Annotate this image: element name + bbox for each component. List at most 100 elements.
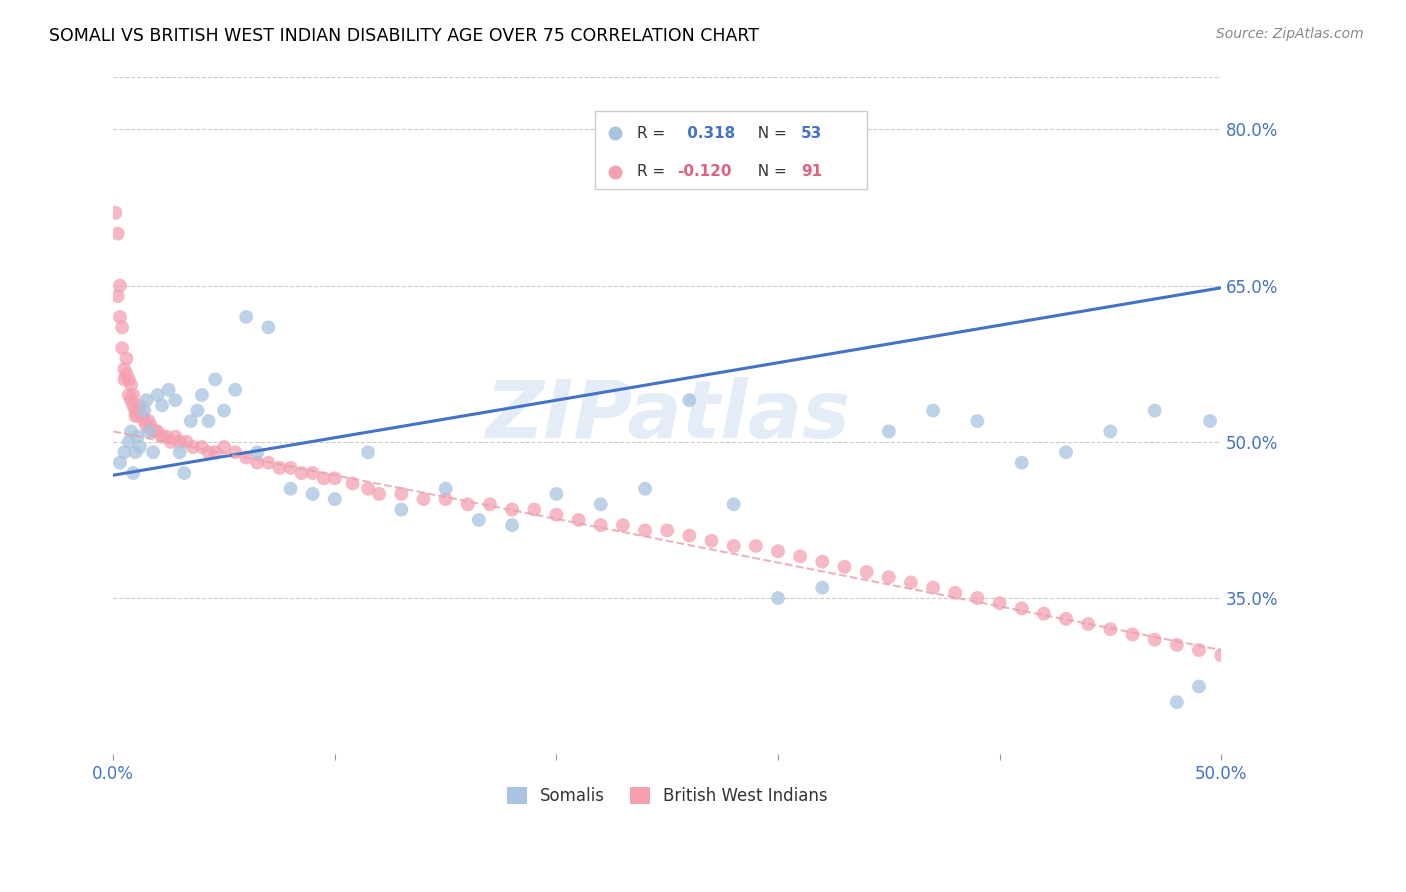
Point [501,518,523,533]
Point [134,403,156,417]
Point [589,518,612,533]
Point [138,425,160,439]
Point [723,497,745,511]
Point [1188,680,1211,694]
Point [634,482,657,496]
Point [323,492,346,507]
Point [269,461,291,475]
Point [1199,414,1222,428]
Point [165,430,187,444]
Point [197,414,219,428]
Point [146,425,169,439]
Point [224,383,246,397]
Point [115,367,138,381]
Point [501,502,523,516]
Point [135,419,157,434]
Point [412,492,434,507]
Point [135,393,157,408]
Point [1188,643,1211,657]
Point [138,414,160,428]
Text: -0.120: -0.120 [678,164,731,179]
Point [834,559,856,574]
Point [1099,622,1122,636]
Point [186,403,208,417]
Legend: Somalis, British West Indians: Somalis, British West Indians [498,779,837,814]
Point [235,450,257,465]
Point [523,502,546,516]
Point [197,445,219,459]
Point [301,466,323,480]
Point [128,398,150,412]
Text: R =: R = [637,126,671,141]
Point [155,430,177,444]
Point [389,487,412,501]
Point [589,497,612,511]
Point [1054,612,1077,626]
Point [943,586,966,600]
Point [134,414,156,428]
Point [357,482,380,496]
Point [546,508,568,522]
Point [235,310,257,324]
Point [127,430,149,444]
Point [181,440,204,454]
Text: N =: N = [748,126,792,141]
Point [139,419,162,434]
Point [1054,445,1077,459]
Point [128,440,150,454]
Point [111,320,134,334]
Text: R =: R = [637,164,671,179]
Point [922,403,945,417]
Point [118,372,141,386]
Point [120,425,142,439]
Point [108,310,131,324]
Point [173,466,195,480]
Point [323,471,346,485]
Point [212,403,235,417]
Point [900,575,922,590]
Point [855,565,877,579]
Point [108,278,131,293]
Point [122,398,145,412]
Point [111,341,134,355]
Point [142,425,165,439]
Point [700,533,723,548]
Point [180,414,202,428]
Point [169,445,191,459]
Point [122,388,145,402]
Point [789,549,811,564]
Point [1211,648,1233,663]
Point [204,372,226,386]
Text: 91: 91 [801,164,823,179]
Point [150,398,173,412]
Point [257,320,280,334]
Point [1077,617,1099,632]
Point [118,434,141,449]
Point [1166,695,1188,709]
Point [212,440,235,454]
Point [811,555,834,569]
Point [104,206,127,220]
Point [108,456,131,470]
Point [122,466,145,480]
Point [634,524,657,538]
Point [766,591,789,605]
Point [434,482,457,496]
Point [115,351,138,366]
Point [389,502,412,516]
Point [191,440,214,454]
Point [301,487,323,501]
Point [723,539,745,553]
Point [766,544,789,558]
Point [157,383,180,397]
Point [877,570,900,584]
Point [342,476,364,491]
Point [1166,638,1188,652]
Point [966,591,988,605]
Point [434,492,457,507]
Point [877,425,900,439]
Point [988,596,1011,610]
Point [176,434,198,449]
Point [1143,403,1166,417]
Point [678,528,700,542]
